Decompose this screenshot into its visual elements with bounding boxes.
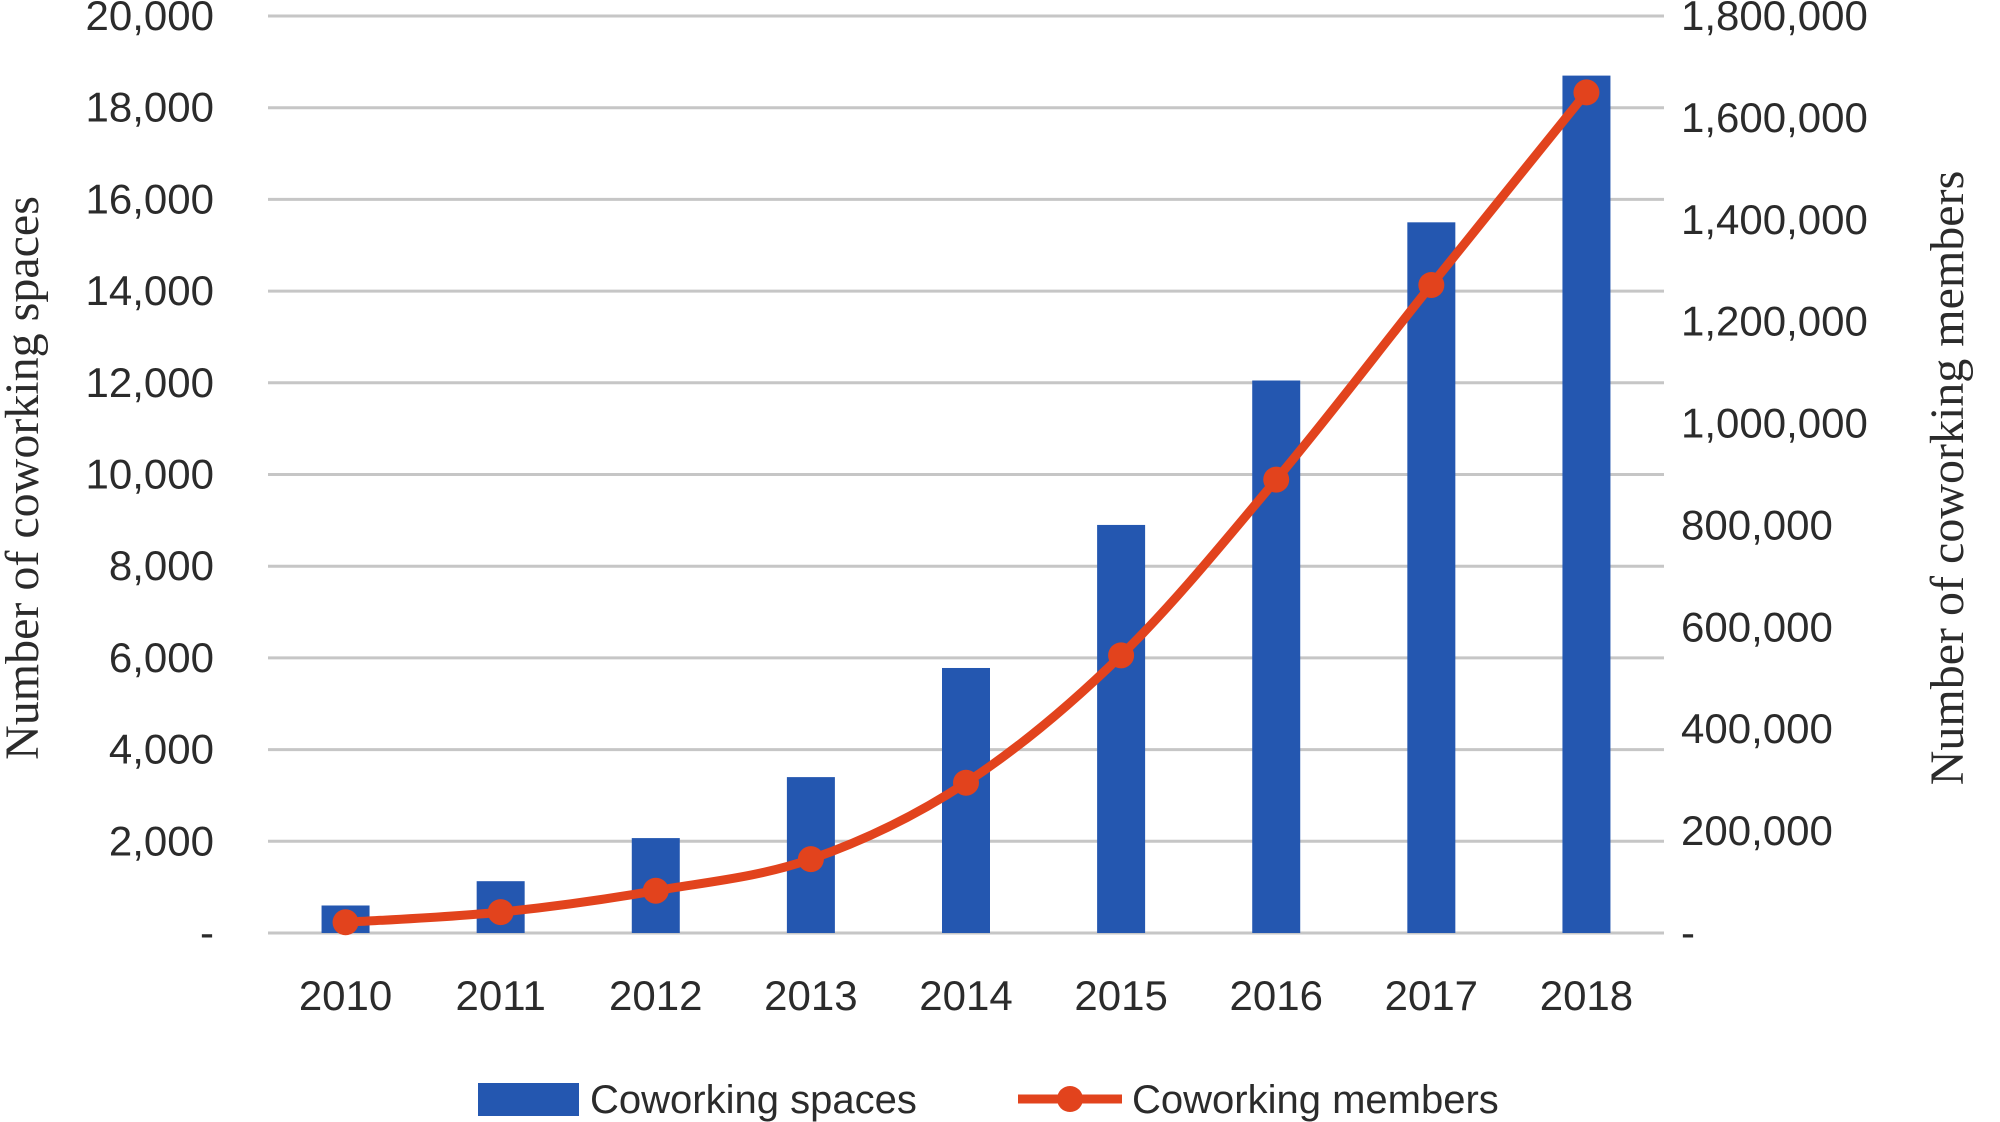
x-tick-label: 2011 [456, 972, 546, 1019]
members-point [332, 909, 359, 936]
y-left-tick-label: 8,000 [109, 542, 214, 589]
y-axis-left-ticks: - 2,000 4,000 6,000 8,000 10,000 12,000 14,000 1… [86, 0, 214, 956]
x-axis-ticks: 2010 2011 2012 2013 2014 2015 2016 2017 2018 [299, 972, 1633, 1019]
y-right-tick-label: 1,400,000 [1681, 196, 1868, 243]
members-point [1573, 79, 1600, 106]
legend-swatch-members-marker [1057, 1086, 1083, 1112]
y-right-tick-label: 1,800,000 [1681, 0, 1868, 39]
x-tick-label: 2017 [1385, 972, 1478, 1019]
y-right-tick-label: 200,000 [1681, 807, 1833, 854]
y-right-tick-label: 800,000 [1681, 501, 1833, 548]
members-point [642, 877, 669, 904]
x-tick-label: 2010 [299, 972, 392, 1019]
members-point [487, 899, 514, 926]
y-left-tick-label: 18,000 [86, 84, 214, 131]
legend-label-members: Coworking members [1132, 1078, 1499, 1122]
legend-swatch-spaces [478, 1083, 579, 1116]
legend-label-spaces: Coworking spaces [590, 1078, 917, 1122]
members-line [341, 87, 1591, 927]
members-point [1108, 642, 1135, 669]
y-right-tick-label: 1,000,000 [1681, 400, 1868, 447]
x-tick-label: 2013 [764, 972, 857, 1019]
bar [1562, 75, 1611, 934]
y-right-tick-label: 400,000 [1681, 705, 1833, 752]
y-left-tick-label: 6,000 [109, 634, 214, 681]
bar [1407, 222, 1456, 933]
bar [942, 667, 990, 933]
y-left-tick-label: 12,000 [86, 359, 214, 406]
y-axis-right-ticks: - 200,000 400,000 600,000 800,000 1,000,000 1,… [1681, 0, 1868, 956]
x-tick-label: 2015 [1074, 972, 1167, 1019]
x-tick-label: 2014 [919, 972, 1012, 1019]
x-tick-label: 2018 [1540, 972, 1633, 1019]
y-left-tick-label: 4,000 [109, 726, 214, 773]
x-tick-label: 2012 [609, 972, 702, 1019]
legend: Coworking spaces Coworking members [478, 1078, 1499, 1122]
gridlines [268, 14, 1664, 935]
bars-coworking-spaces [321, 75, 1611, 934]
x-tick-label: 2016 [1230, 972, 1323, 1019]
bar [1097, 524, 1146, 933]
y-right-tick-label: 600,000 [1681, 603, 1833, 650]
members-point [797, 846, 824, 873]
y-left-tick-label: 20,000 [86, 0, 214, 39]
y-axis-left-title: Number of coworking spaces [0, 196, 49, 760]
y-left-tick-label: 2,000 [109, 817, 214, 864]
members-point [1418, 271, 1445, 298]
y-axis-right-title: Number of coworking members [1921, 171, 1974, 786]
y-right-tick-label: 1,200,000 [1681, 298, 1868, 345]
members-point [953, 769, 979, 796]
y-left-tick-label: 16,000 [86, 175, 214, 222]
members-point [1263, 466, 1290, 493]
y-left-tick-label: - [200, 909, 214, 956]
y-left-tick-label: 14,000 [86, 267, 214, 314]
y-left-tick-label: 10,000 [86, 451, 214, 498]
y-right-tick-label: - [1681, 909, 1695, 956]
line-coworking-members [332, 79, 1600, 936]
y-right-tick-label: 1,600,000 [1681, 94, 1868, 141]
